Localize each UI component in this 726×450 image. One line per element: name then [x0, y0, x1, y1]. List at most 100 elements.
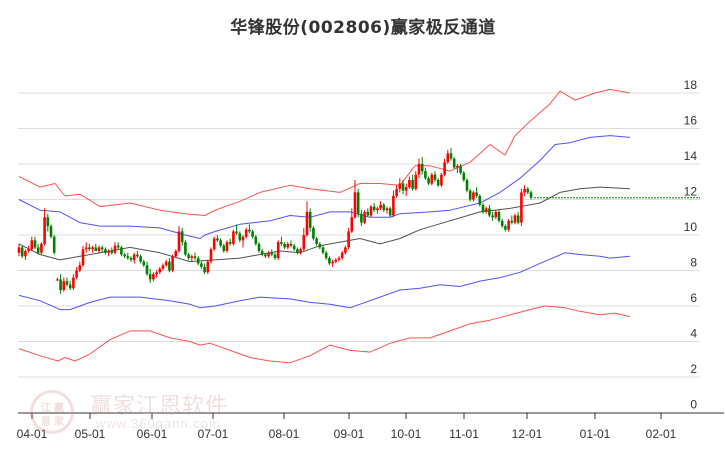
candle-up — [232, 231, 235, 244]
candle-up — [414, 174, 418, 189]
candle-down — [100, 247, 104, 250]
candle-down — [251, 231, 254, 237]
candle-up — [376, 208, 379, 211]
candle-up — [241, 236, 245, 241]
candle-down — [196, 258, 200, 264]
candle-down — [459, 165, 462, 173]
candle-down — [65, 281, 69, 285]
candle-down — [328, 258, 331, 264]
candle-down — [283, 243, 286, 248]
candle-down — [216, 238, 219, 241]
y-tick-label: 0 — [690, 398, 697, 412]
candle-down — [88, 247, 91, 250]
candle-down — [424, 171, 427, 179]
candle-down — [324, 252, 328, 259]
x-tick-label: 07-01 — [198, 427, 229, 441]
candle-up — [17, 247, 21, 253]
candle-up — [350, 217, 354, 232]
candle-down — [382, 204, 386, 211]
chart-title: 华锋股份(002806)赢家极反通道 — [230, 18, 496, 38]
y-tick-label: 8 — [690, 256, 697, 270]
candle-up — [132, 254, 136, 260]
y-tick-label: 16 — [684, 114, 698, 128]
candle-up — [398, 183, 402, 189]
x-tick-label: 06-01 — [137, 427, 168, 441]
candle-down — [120, 247, 123, 255]
outer-upper-band — [18, 88, 631, 216]
candle-up — [40, 243, 43, 253]
candle-down — [318, 243, 322, 248]
candle-up — [56, 279, 59, 281]
candle-up — [225, 242, 229, 251]
x-tick-label: 10-01 — [391, 427, 422, 441]
candle-down — [264, 254, 267, 257]
candle-down — [110, 250, 114, 253]
channel-bands — [18, 88, 631, 364]
candle-down — [465, 179, 469, 191]
x-tick-label: 11-01 — [449, 427, 479, 441]
candle-down — [401, 183, 405, 191]
candle-down — [180, 231, 184, 243]
x-tick-label: 01-01 — [580, 427, 611, 441]
candle-down — [360, 213, 363, 223]
candle-up — [276, 242, 280, 259]
candle-down — [308, 211, 312, 228]
candle-down — [142, 261, 146, 266]
candle-up — [302, 235, 306, 250]
candle-down — [36, 247, 40, 253]
candle-down — [488, 208, 491, 216]
candle-up — [443, 162, 446, 175]
candle-up — [190, 256, 194, 259]
candle-down — [312, 227, 315, 239]
candle-down — [478, 195, 482, 205]
candle-up — [334, 259, 338, 262]
logo-char: 江 — [41, 403, 51, 414]
candle-down — [449, 153, 453, 159]
candle-down — [427, 178, 430, 184]
y-tick-label: 2 — [690, 362, 697, 376]
candle-up — [392, 195, 395, 216]
candle-up — [81, 249, 85, 266]
logo-char: 家 — [54, 417, 64, 428]
candle-down — [433, 174, 437, 180]
candle-up — [212, 238, 216, 250]
candle-up — [27, 249, 30, 251]
candle-down — [411, 179, 414, 189]
candle-down — [475, 192, 478, 196]
candle-up — [472, 192, 475, 200]
watermark-url: www.360gann.com — [96, 416, 221, 431]
candle-down — [136, 254, 139, 257]
candle-up — [107, 250, 110, 253]
y-tick-label: 18 — [684, 78, 698, 92]
candle-down — [203, 266, 206, 273]
candle-down — [148, 274, 152, 280]
logo-char: 恩 — [41, 417, 51, 428]
candle-up — [91, 247, 94, 250]
middle-line — [18, 186, 631, 263]
candle-up — [299, 249, 302, 253]
candle-down — [504, 226, 507, 230]
candle-up — [494, 211, 498, 218]
watermark-logo-icon: 江 赢 恩 家 — [30, 390, 74, 434]
candle-down — [254, 236, 258, 244]
candle-down — [289, 243, 293, 246]
candle-up — [72, 277, 75, 289]
candle-up — [78, 265, 82, 271]
candle-up — [523, 188, 526, 193]
candle-up — [353, 192, 357, 218]
candle-up — [484, 208, 488, 212]
candle-down — [248, 229, 251, 232]
candle-up — [24, 250, 27, 257]
candle-up — [209, 249, 213, 262]
candle-down — [49, 226, 53, 237]
candle-down — [388, 208, 392, 216]
candle-up — [43, 217, 46, 244]
candle-down — [126, 256, 130, 259]
candle-up — [331, 261, 334, 264]
candle-down — [123, 254, 126, 257]
candle-down — [436, 179, 440, 186]
candle-down — [193, 256, 197, 259]
candle-up — [337, 258, 341, 260]
candle-up — [177, 231, 181, 251]
